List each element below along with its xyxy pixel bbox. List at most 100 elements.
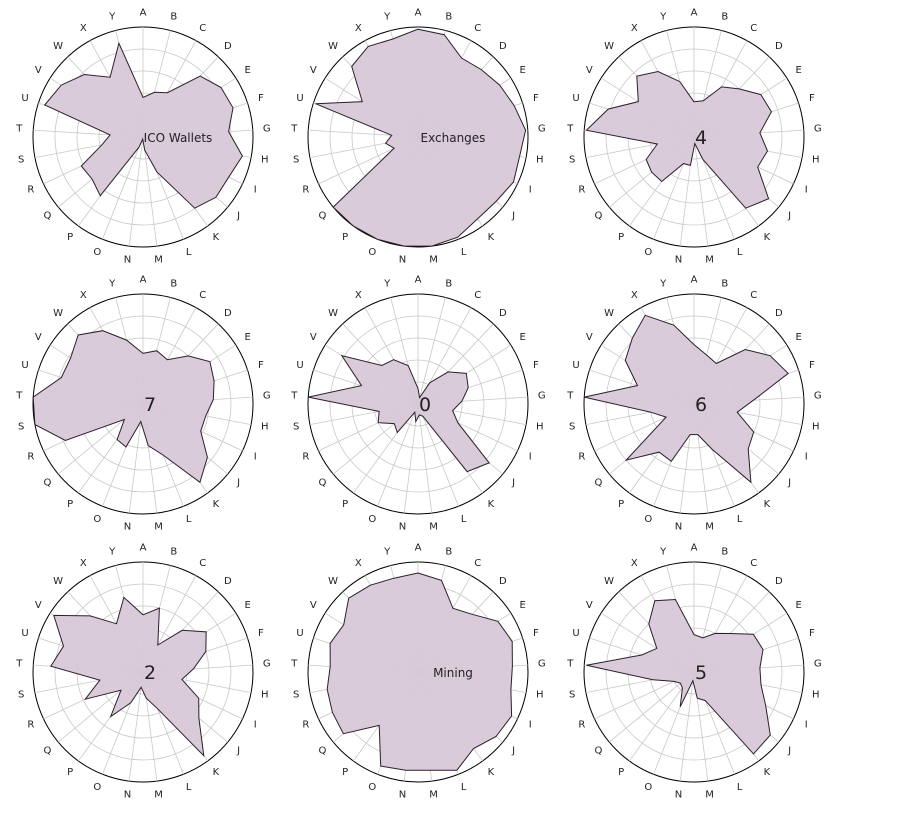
radar-axis-label: H [536,155,544,166]
radar-axis-label: M [154,790,163,801]
radar-center-label: 0 [419,394,431,416]
radar-series-area [32,330,215,484]
radar-axis-label: E [796,65,802,76]
radar-axis-label: V [586,332,593,343]
radar-axis-label: R [578,719,585,730]
radar-axis-label: J [236,211,240,222]
radar-axis-label: V [586,65,593,76]
radar-axis-label: J [236,478,240,489]
radar-axis-label: H [261,690,269,701]
radar-axis-label: K [213,232,220,243]
radar-axis-label: C [474,558,481,569]
radar-axis-label: C [474,23,481,34]
radar-center-label: 4 [695,127,707,149]
radar-axis-label: N [399,255,406,266]
radar-axis-label: J [787,478,791,489]
radar-axis-label: F [533,628,539,639]
radar-axis-label: P [618,232,624,243]
radar-axis-label: Q [319,746,327,757]
radar-panel: A B C D E F G H I J K L M N O P Q R S T U V W X Y 6 [566,275,821,533]
radar-axis-label: V [310,600,317,611]
radar-axis-label: B [721,278,728,289]
radar-axis-label: O [93,514,101,525]
radar-axis-label: P [618,499,624,510]
radar-axis-label: J [511,478,515,489]
radar-spoke [102,136,144,240]
radar-axis-label: W [53,41,63,52]
radar-panel: A B C D E F G H I J K L M N O P Q R S T U V W X Y 4 [566,8,821,266]
radar-center-label: 2 [144,662,156,684]
radar-axis-label: Q [44,746,52,757]
radar-axis-label: J [787,211,791,222]
radar-axis-label: M [705,255,714,266]
radar-axis-label: E [245,65,251,76]
radar-axis-label: L [186,514,192,525]
radar-axis-label: A [415,275,422,286]
radar-axis-label: O [93,247,101,258]
radar-axis-label: T [15,391,23,402]
radar-axis-label: W [53,308,63,319]
radar-axis-label: F [533,360,539,371]
radar-axis-label: G [538,391,546,402]
radar-spoke [417,297,446,405]
radar-axis-label: I [805,719,808,730]
radar-series-area [43,41,243,209]
radar-axis-label: L [461,247,467,258]
radar-axis-label: S [569,422,575,433]
radar-axis-label: X [631,290,638,301]
radar-axis-label: Y [108,278,116,289]
radar-axis-label: T [15,659,23,670]
radar-axis-label: H [536,422,544,433]
radar-axis-label: K [488,499,495,510]
radar-axis-label: Q [319,478,327,489]
radar-axis-label: C [199,23,206,34]
radar-axis-label: R [578,451,585,462]
radar-axis-label: A [691,543,698,554]
radar-axis-label: P [342,232,348,243]
radar-axis-label: B [170,278,177,289]
radar-axis-label: P [67,232,73,243]
radar-axis-label: D [775,576,783,587]
radar-axis-label: Q [595,746,603,757]
radar-axis-label: C [199,290,206,301]
radar-axis-label: F [258,360,264,371]
radar-axis-label: B [721,11,728,22]
radar-axis-label: H [812,422,820,433]
radar-axis-label: A [415,543,422,554]
radar-axis-label: E [796,600,802,611]
radar-axis-label: B [721,546,728,557]
radar-axis-label: A [691,275,698,286]
radar-axis-label: U [572,628,579,639]
radar-axis-label: D [775,308,783,319]
radar-axis-label: D [224,308,232,319]
radar-axis-label: D [499,576,507,587]
radar-axis-label: W [604,41,614,52]
radar-axis-label: R [27,184,34,195]
radar-axis-label: S [293,422,299,433]
radar-axis-label: I [805,184,808,195]
radar-series-area [308,354,491,473]
radar-axis-label: V [310,65,317,76]
radar-axis-label: N [675,255,682,266]
radar-axis-label: V [310,332,317,343]
radar-axis-label: G [538,124,546,135]
radar-axis-label: G [263,124,271,135]
radar-axis-label: A [415,8,422,19]
radar-axis-label: D [499,308,507,319]
radar-axis-label: S [569,155,575,166]
radar-axis-label: M [154,255,163,266]
radar-axis-label: O [644,514,652,525]
radar-axis-label: G [814,391,822,402]
radar-axis-label: N [399,522,406,533]
radar-panel: A B C D E F G H I J K L M N O P Q R S T U V W X Y Exchanges [290,8,545,266]
radar-axis-label: N [124,522,131,533]
radar-axis-label: G [538,659,546,670]
radar-axis-label: F [258,628,264,639]
radar-axis-label: M [429,255,438,266]
radar-center-label: Exchanges [421,131,486,145]
radar-axis-label: Y [383,11,391,22]
radar-axis-label: I [529,451,532,462]
radar-axis-label: Y [108,11,116,22]
radar-axis-label: K [488,767,495,778]
radar-axis-label: K [213,767,220,778]
